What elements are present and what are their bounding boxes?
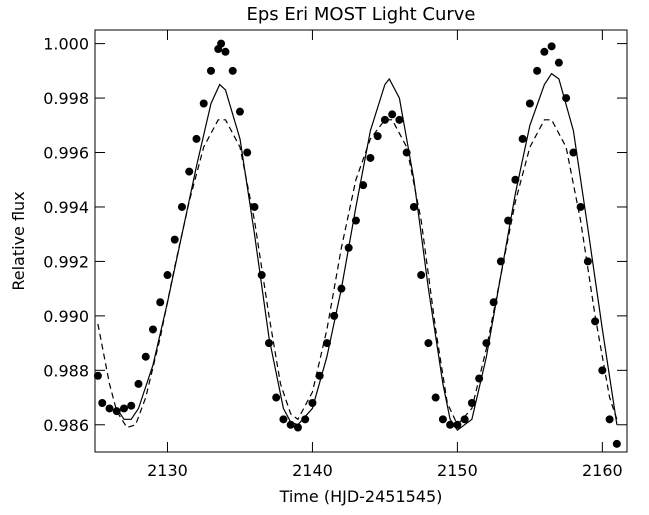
data-point — [380, 115, 389, 124]
data-point — [366, 153, 375, 162]
data-point — [388, 110, 397, 119]
data-point — [250, 202, 259, 211]
data-point — [105, 404, 114, 413]
data-point — [235, 107, 244, 116]
data-point — [163, 271, 172, 280]
data-point — [228, 66, 237, 75]
y-tick-label: 0.994 — [43, 198, 89, 217]
x-tick-label: 2140 — [292, 461, 333, 480]
data-point — [576, 202, 585, 211]
y-tick-label: 0.992 — [43, 252, 89, 271]
data-point — [243, 148, 252, 157]
data-point — [293, 423, 302, 432]
data-point — [525, 99, 534, 108]
data-point — [221, 47, 230, 56]
data-point — [192, 134, 201, 143]
y-tick-label: 0.986 — [43, 416, 89, 435]
y-tick-label: 0.998 — [43, 89, 89, 108]
data-point — [199, 99, 208, 108]
data-point — [591, 317, 600, 326]
data-point — [438, 415, 447, 424]
data-point — [446, 420, 455, 429]
data-point — [279, 415, 288, 424]
data-point — [206, 66, 215, 75]
data-point — [547, 42, 556, 51]
x-tick-label: 2160 — [582, 461, 623, 480]
data-point — [134, 379, 143, 388]
data-point — [185, 167, 194, 176]
data-point — [460, 415, 469, 424]
data-point — [518, 134, 527, 143]
y-tick-label: 0.988 — [43, 361, 89, 380]
data-point — [417, 271, 426, 280]
y-axis-label: Relative flux — [9, 191, 28, 290]
plot-frame — [94, 29, 628, 453]
data-point — [272, 393, 281, 402]
data-point — [431, 393, 440, 402]
data-point — [98, 398, 107, 407]
model-line — [97, 119, 618, 429]
data-point — [554, 58, 563, 67]
data-point — [217, 39, 226, 48]
chart-title: Eps Eri MOST Light Curve — [247, 4, 476, 25]
data-point — [612, 439, 621, 448]
data-point — [583, 257, 592, 266]
y-tick-label: 1.000 — [43, 35, 89, 54]
data-point — [359, 181, 368, 190]
data-point — [409, 202, 418, 211]
data-point — [533, 66, 542, 75]
data-point — [112, 407, 121, 416]
data-point — [93, 371, 102, 380]
model-line — [116, 72, 618, 432]
x-axis-label: Time (HJD-2451545) — [279, 487, 443, 506]
x-tick-label: 2130 — [147, 461, 188, 480]
y-tick-label: 0.996 — [43, 144, 89, 163]
data-point — [119, 404, 128, 413]
data-point — [373, 132, 382, 141]
x-tick-label: 2150 — [437, 461, 478, 480]
y-tick-label: 0.990 — [43, 307, 89, 326]
data-point — [177, 202, 186, 211]
data-point — [605, 415, 614, 424]
data-point — [467, 398, 476, 407]
data-point — [257, 271, 266, 280]
data-point — [156, 298, 165, 307]
data-point — [170, 235, 179, 244]
data-point — [301, 415, 310, 424]
data-point — [127, 401, 136, 410]
data-point — [141, 352, 150, 361]
data-point — [330, 311, 339, 320]
data-point — [540, 47, 549, 56]
data-point — [569, 148, 578, 157]
data-point — [148, 325, 157, 334]
data-point — [424, 339, 433, 348]
data-point — [395, 115, 404, 124]
